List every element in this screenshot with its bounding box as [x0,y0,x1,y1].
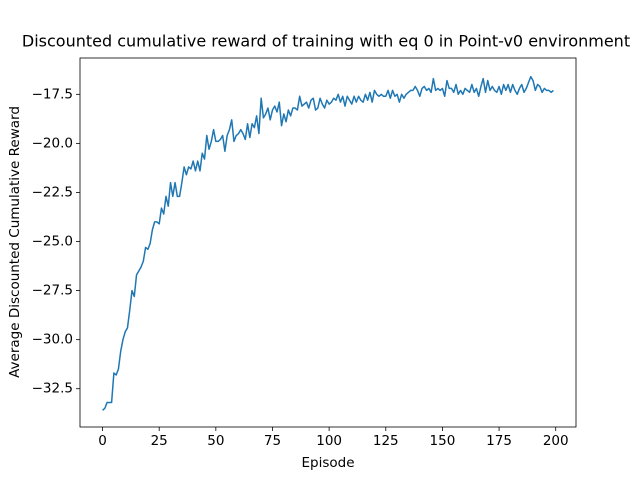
x-tick-label: 0 [98,433,107,449]
y-tick-label: −32.5 [32,381,73,397]
y-tick-label: −22.5 [32,184,73,200]
y-axis-label: Average Discounted Cumulative Reward [7,106,23,378]
y-tick-label: −27.5 [32,283,73,299]
x-tick-label: 200 [543,433,569,449]
data-line [102,75,554,411]
x-tick-label: 50 [207,433,224,449]
x-tick-label: 150 [430,433,456,449]
x-tick-label: 125 [373,433,399,449]
x-tick-label: 25 [151,433,168,449]
chart-title: Discounted cumulative reward of training… [22,32,630,51]
x-tick-label: 175 [486,433,512,449]
x-tick-label: 100 [316,433,342,449]
y-tick-label: −17.5 [32,86,73,102]
y-tick-label: −25.0 [32,234,73,250]
x-axis-label: Episode [301,455,354,471]
y-tick-label: −20.0 [32,135,73,151]
plot-frame [79,57,577,428]
x-tick-label: 75 [264,433,281,449]
y-tick-label: −30.0 [32,332,73,348]
